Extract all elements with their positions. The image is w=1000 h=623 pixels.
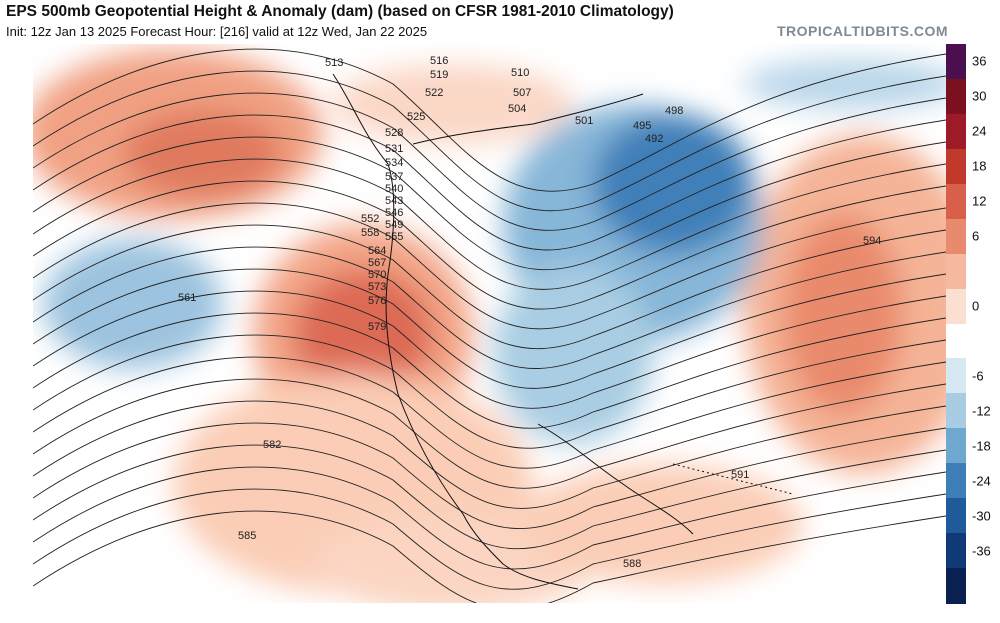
contour-label: 558 — [361, 227, 379, 239]
contour-label: 495 — [633, 120, 651, 132]
height-contour — [33, 356, 946, 469]
contour-label: 504 — [508, 103, 526, 115]
height-contour — [33, 268, 946, 389]
height-contour — [33, 488, 946, 590]
colorbar-segment — [946, 78, 966, 115]
height-contour — [33, 180, 946, 310]
brand-watermark[interactable]: TROPICALTIDBITS.COM — [776, 23, 948, 39]
contour-label: 588 — [623, 558, 641, 570]
height-contour — [33, 224, 946, 350]
contour-label: 576 — [368, 295, 386, 307]
colorbar-segment — [946, 393, 966, 429]
height-contour — [33, 202, 946, 330]
chart-subtitle: Init: 12z Jan 13 2025 Forecast Hour: [21… — [6, 24, 428, 39]
height-contour — [33, 444, 946, 550]
colorbar-segment — [946, 568, 966, 604]
contour-label: 585 — [238, 530, 256, 542]
contour-label: 501 — [575, 115, 593, 127]
colorbar-segment — [946, 358, 966, 394]
contour-label: 564 — [368, 245, 386, 257]
coastlines — [332, 73, 794, 590]
colorbar-segment — [946, 288, 966, 324]
colorbar-segment — [946, 113, 966, 150]
height-contour — [33, 70, 946, 212]
contour-label: 522 — [425, 87, 443, 99]
contour-label: 498 — [665, 105, 683, 117]
colorbar-ticks: 36 30 24 18 12 6 0 -6 -12 -18 -24 -30 -36 — [966, 44, 1000, 603]
height-contour — [33, 158, 946, 290]
contour-label: 528 — [385, 127, 403, 139]
colorbar-tick-label: -18 — [972, 438, 991, 454]
contour-label: 549 — [385, 219, 403, 231]
contour-label: 507 — [513, 87, 531, 99]
height-contour — [33, 114, 946, 251]
colorbar-tick-label: -12 — [972, 403, 991, 419]
height-contour — [33, 334, 946, 449]
colorbar-tick-label: -36 — [972, 543, 991, 559]
contour-label: 510 — [511, 67, 529, 79]
colorbar-segment — [946, 218, 966, 255]
contour-label: 534 — [385, 157, 403, 169]
contour-label: 570 — [368, 269, 386, 281]
contour-label: 582 — [263, 439, 281, 451]
colorbar-tick-label: 36 — [972, 53, 987, 69]
colorbar-tick-label: 18 — [972, 158, 987, 174]
height-contour — [33, 290, 946, 409]
colorbar — [946, 44, 966, 604]
colorbar-segment — [946, 253, 966, 290]
colorbar-tick-label: 12 — [972, 193, 987, 209]
colorbar-segment — [946, 463, 966, 499]
contour-label: 516 — [430, 55, 448, 67]
contour-label: 543 — [385, 195, 403, 207]
contour-label: 591 — [731, 469, 749, 481]
contour-label: 555 — [385, 231, 403, 243]
contour-label: 537 — [385, 171, 403, 183]
contour-label: 525 — [407, 111, 425, 123]
contour-label: 531 — [385, 143, 403, 155]
height-contour — [33, 246, 946, 369]
colorbar-segment — [946, 323, 966, 359]
colorbar-tick-label: -6 — [972, 368, 984, 384]
colorbar-tick-label: 24 — [972, 123, 987, 139]
contour-label: 519 — [430, 69, 448, 81]
colorbar-segment — [946, 148, 966, 185]
contour-label: 540 — [385, 183, 403, 195]
contour-label: 573 — [368, 281, 386, 293]
colorbar-tick-label: 30 — [972, 88, 987, 104]
contour-label: 513 — [325, 57, 343, 69]
chart-title: EPS 500mb Geopotential Height & Anomaly … — [6, 3, 674, 20]
contour-label: 561 — [178, 292, 196, 304]
contour-label: 552 — [361, 213, 379, 225]
height-contour — [33, 48, 946, 192]
height-contour — [33, 312, 946, 429]
contour-label: 579 — [368, 321, 386, 333]
contour-label: 594 — [863, 235, 881, 247]
height-contour — [33, 466, 946, 570]
colorbar-tick-label: -24 — [972, 473, 991, 489]
height-contour — [33, 378, 946, 489]
colorbar-tick-label: 0 — [972, 298, 980, 314]
height-contour — [33, 92, 946, 231]
height-contour — [33, 136, 946, 271]
colorbar-tick-label: 6 — [972, 228, 980, 244]
anomaly-map: 513 5165195225255285315345375405435465495… — [33, 44, 946, 603]
contour-label: 567 — [368, 257, 386, 269]
contour-labels: 513 5165195225255285315345375405435465495… — [178, 55, 881, 570]
contour-label: 492 — [645, 133, 663, 145]
height-contour — [33, 510, 946, 603]
height-contour — [33, 400, 946, 509]
colorbar-segment — [946, 183, 966, 220]
height-contours — [33, 48, 946, 603]
colorbar-segment — [946, 44, 966, 80]
colorbar-tick-label: -30 — [972, 508, 991, 524]
colorbar-segment — [946, 498, 966, 534]
colorbar-segment — [946, 428, 966, 464]
colorbar-segment — [946, 533, 966, 569]
height-contour — [33, 422, 946, 529]
